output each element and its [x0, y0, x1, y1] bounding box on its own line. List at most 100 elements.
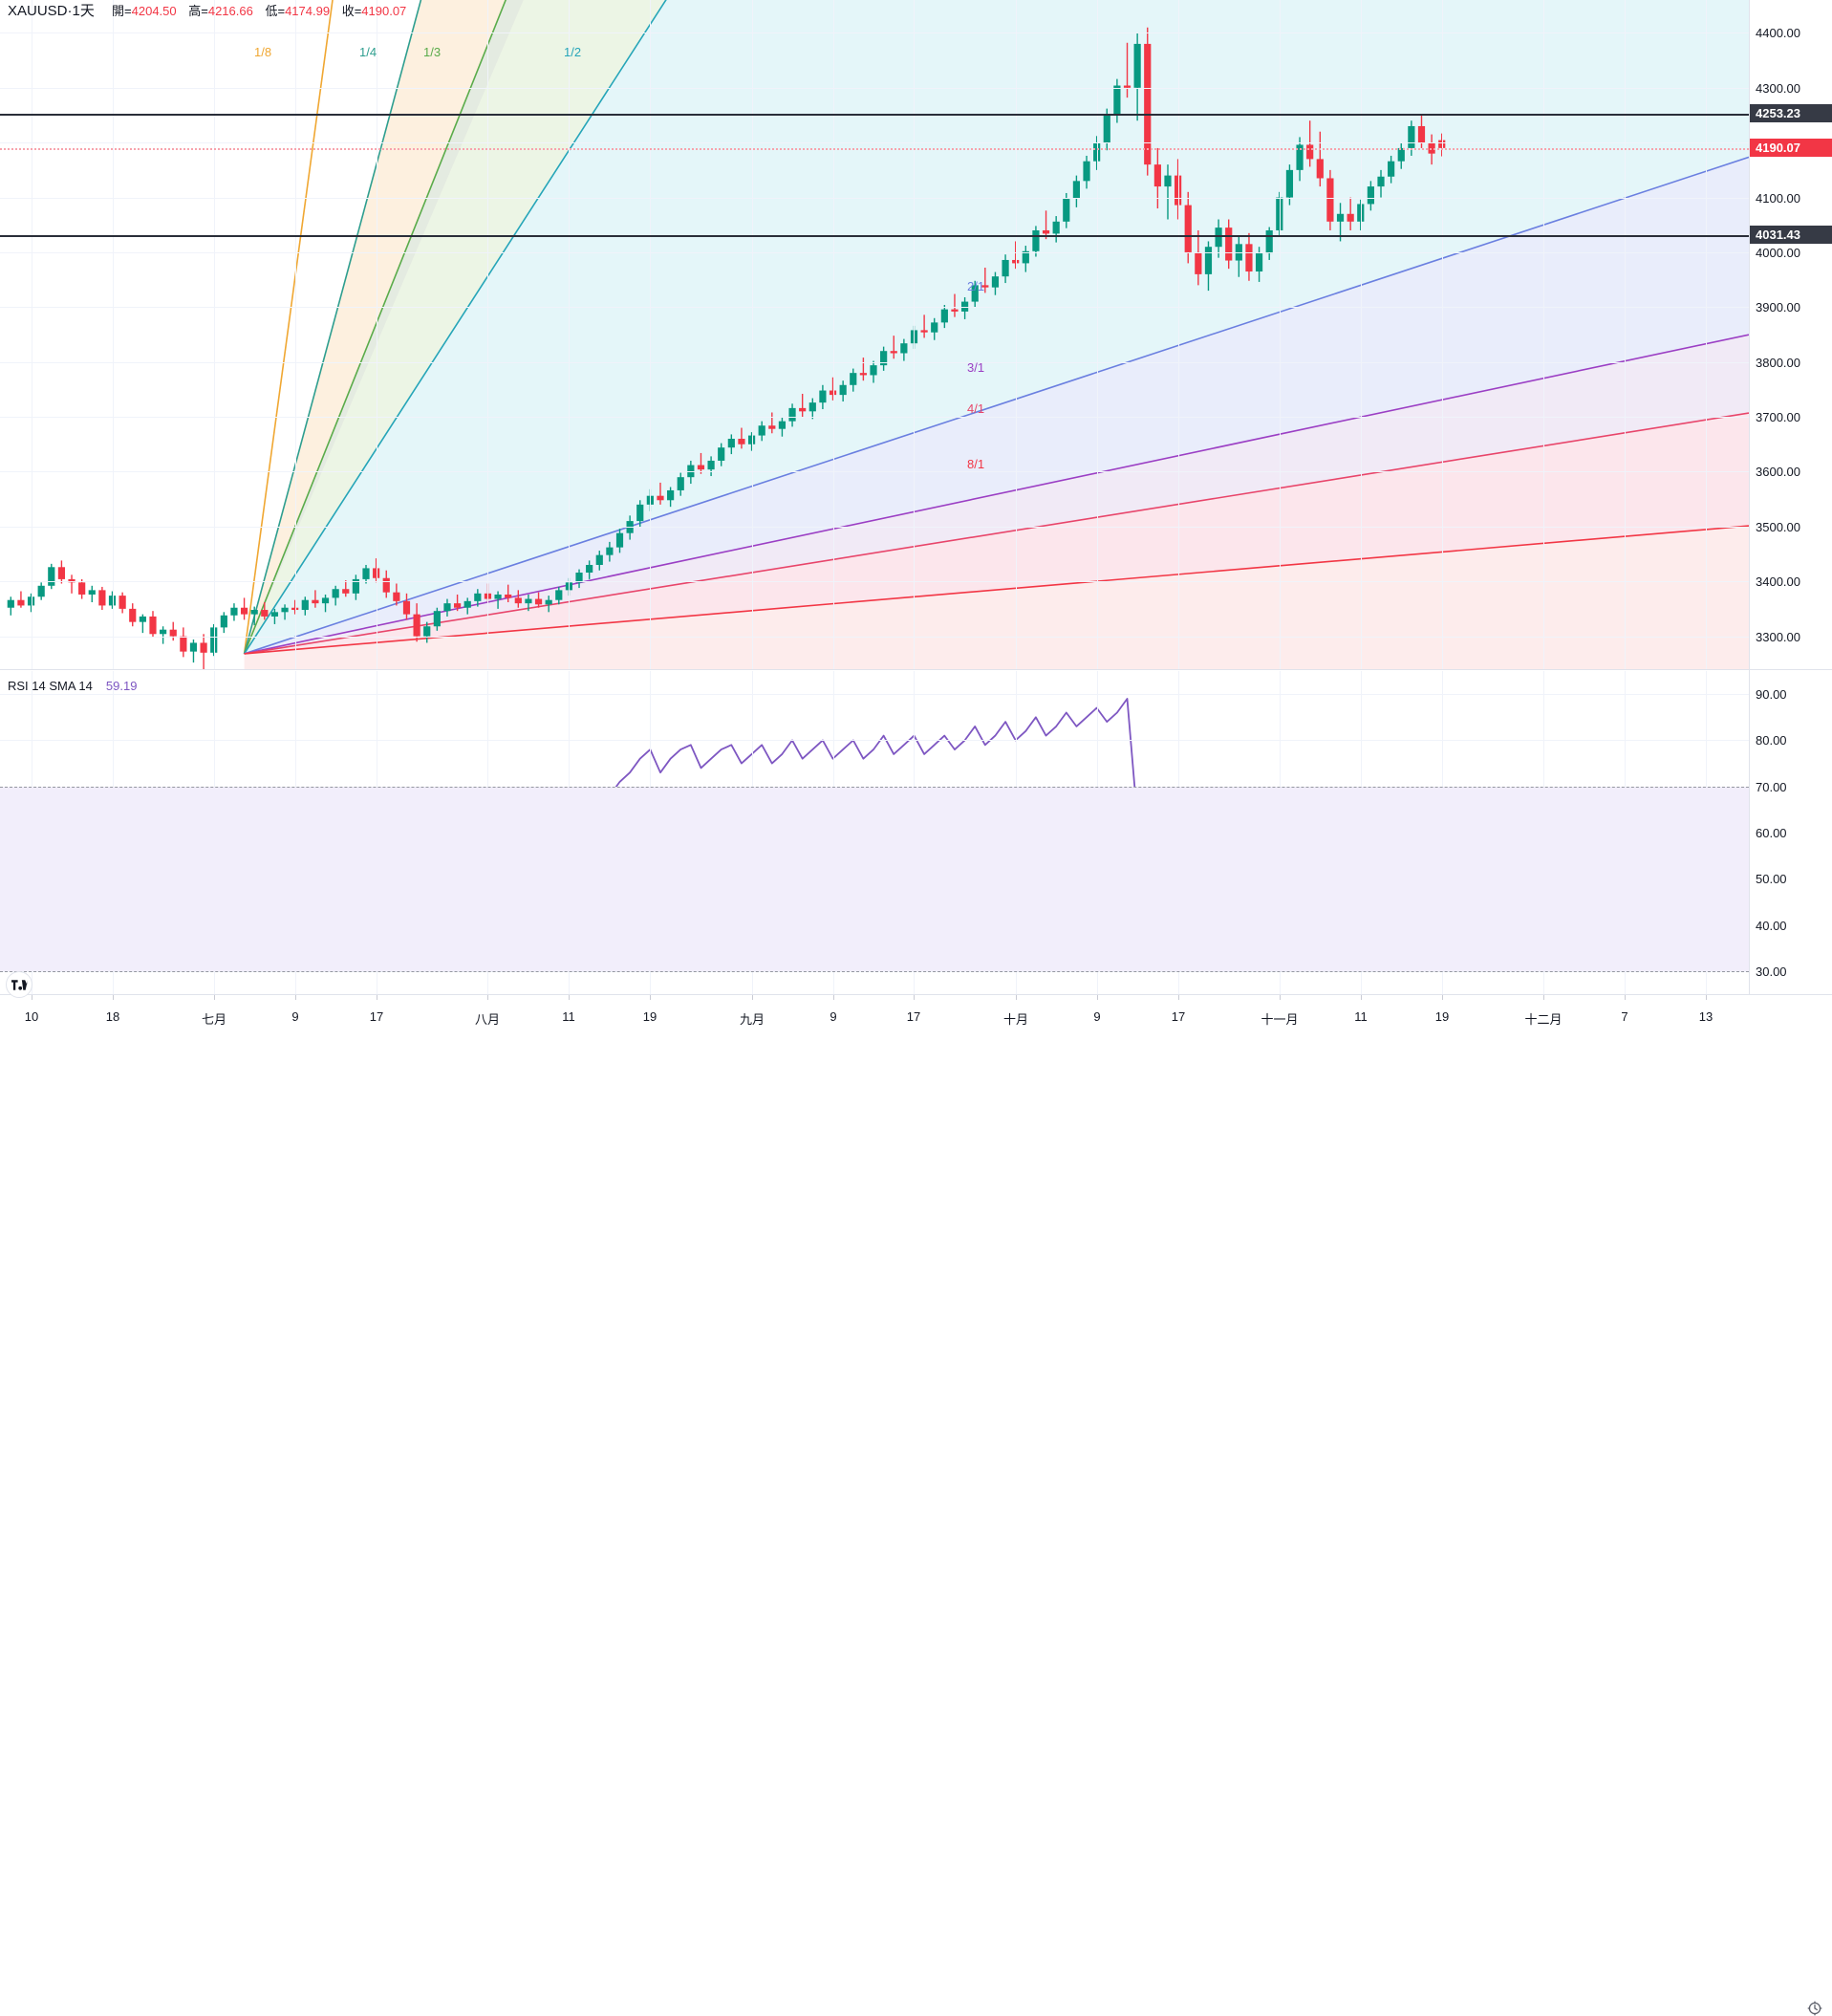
candle-body[interactable]: [1336, 213, 1345, 222]
candle-body[interactable]: [595, 554, 603, 565]
candle-body[interactable]: [332, 589, 339, 598]
candle-body[interactable]: [321, 597, 330, 604]
candle-body[interactable]: [1417, 125, 1426, 143]
candle-body[interactable]: [738, 439, 745, 444]
candle-body[interactable]: [1235, 244, 1242, 261]
candle-body[interactable]: [829, 390, 837, 396]
symbol-name[interactable]: XAUUSD: [8, 3, 68, 19]
candle-body[interactable]: [1022, 250, 1029, 264]
candle-body[interactable]: [413, 614, 420, 637]
price-pane[interactable]: 1/8 1/4 1/3 1/2 2/1 3/1 4/1 8/1 XAUUSD·1天 開=420…: [0, 0, 1749, 669]
candle-body[interactable]: [1063, 198, 1070, 222]
price-level-line[interactable]: [0, 235, 1749, 237]
candle-body[interactable]: [1175, 175, 1182, 206]
candle-body[interactable]: [971, 285, 979, 302]
candle-body[interactable]: [758, 425, 765, 436]
candle-body[interactable]: [514, 597, 522, 604]
candle-body[interactable]: [667, 489, 675, 501]
candle-body[interactable]: [1296, 144, 1304, 170]
candle-body[interactable]: [1285, 169, 1294, 198]
candle-body[interactable]: [7, 599, 14, 608]
candle-body[interactable]: [900, 343, 908, 354]
candle-body[interactable]: [48, 567, 55, 586]
candle-body[interactable]: [1072, 181, 1081, 199]
candle-body[interactable]: [839, 384, 847, 396]
candle-body[interactable]: [270, 612, 279, 617]
candle-body[interactable]: [1255, 253, 1263, 272]
candle-body[interactable]: [1326, 178, 1334, 222]
candle-body[interactable]: [281, 607, 289, 613]
candle-body[interactable]: [494, 594, 502, 599]
candle-body[interactable]: [808, 402, 816, 412]
candle-body[interactable]: [636, 504, 644, 522]
candle-body[interactable]: [78, 582, 86, 595]
candle-body[interactable]: [98, 590, 106, 606]
candle-body[interactable]: [615, 532, 624, 548]
candle-body[interactable]: [931, 322, 938, 333]
candle-body[interactable]: [1012, 259, 1020, 264]
candle-body[interactable]: [1397, 147, 1405, 162]
candle-body[interactable]: [545, 599, 552, 605]
candle-body[interactable]: [1357, 204, 1365, 222]
candle-body[interactable]: [960, 301, 969, 312]
candle-body[interactable]: [657, 495, 664, 501]
candle-body[interactable]: [57, 567, 66, 579]
candle-body[interactable]: [474, 593, 482, 601]
candle-body[interactable]: [1225, 228, 1233, 261]
candle-body[interactable]: [1123, 85, 1132, 88]
candle-body[interactable]: [210, 627, 218, 653]
gann-fan-ray[interactable]: [243, 0, 1749, 655]
candle-body[interactable]: [382, 577, 390, 593]
candle-body[interactable]: [1103, 115, 1110, 143]
candle-body[interactable]: [37, 585, 45, 597]
candle-body[interactable]: [697, 465, 705, 470]
candle-body[interactable]: [250, 610, 258, 615]
candle-body[interactable]: [677, 477, 684, 490]
candle-body[interactable]: [189, 642, 198, 652]
candle-body[interactable]: [940, 309, 948, 323]
candle-body[interactable]: [169, 629, 177, 637]
candle-body[interactable]: [180, 636, 187, 652]
candle-body[interactable]: [149, 616, 157, 635]
candle-body[interactable]: [1184, 205, 1192, 252]
candle-body[interactable]: [108, 596, 117, 606]
candle-body[interactable]: [525, 598, 532, 604]
candle-body[interactable]: [1133, 43, 1141, 88]
candle-body[interactable]: [799, 407, 807, 412]
candle-body[interactable]: [119, 596, 126, 609]
price-level-line[interactable]: [0, 114, 1749, 116]
candle-body[interactable]: [555, 590, 563, 600]
tradingview-logo[interactable]: [6, 971, 32, 998]
candle-body[interactable]: [768, 425, 776, 429]
candle-body[interactable]: [443, 603, 451, 612]
candle-body[interactable]: [1316, 159, 1324, 179]
candle-body[interactable]: [747, 435, 756, 444]
candle-body[interactable]: [687, 465, 695, 478]
candle-body[interactable]: [261, 610, 269, 617]
candle-body[interactable]: [88, 590, 96, 595]
candle-body[interactable]: [423, 626, 431, 637]
candle-body[interactable]: [1408, 125, 1415, 148]
candle-body[interactable]: [575, 573, 583, 583]
candle-body[interactable]: [586, 564, 593, 574]
candle-body[interactable]: [778, 421, 787, 429]
candle-body[interactable]: [727, 439, 735, 448]
candle-body[interactable]: [951, 309, 959, 312]
candle-body[interactable]: [1388, 161, 1395, 177]
candle-body[interactable]: [1276, 197, 1283, 230]
candle-body[interactable]: [312, 599, 319, 604]
price-axis[interactable]: 4400.004300.004200.004100.004000.003900.…: [1749, 0, 1832, 994]
candle-body[interactable]: [342, 589, 350, 594]
gann-fan-ray[interactable]: [244, 334, 1749, 655]
clock-icon[interactable]: [1807, 2001, 1822, 2016]
candle-body[interactable]: [870, 365, 877, 376]
candle-body[interactable]: [1052, 221, 1060, 234]
gann-fan-ray[interactable]: [243, 0, 1749, 655]
time-axis[interactable]: 10 18 七月 9 17 八月 11 19 九月 9 17 十月 9 17 十一月 11 19 十二月 7 13: [0, 994, 1832, 2016]
candle-body[interactable]: [788, 407, 796, 422]
candle-body[interactable]: [402, 600, 411, 615]
candle-body[interactable]: [393, 592, 400, 601]
candle-body[interactable]: [68, 578, 75, 583]
candle-body[interactable]: [1153, 164, 1161, 187]
candle-body[interactable]: [1367, 186, 1374, 205]
